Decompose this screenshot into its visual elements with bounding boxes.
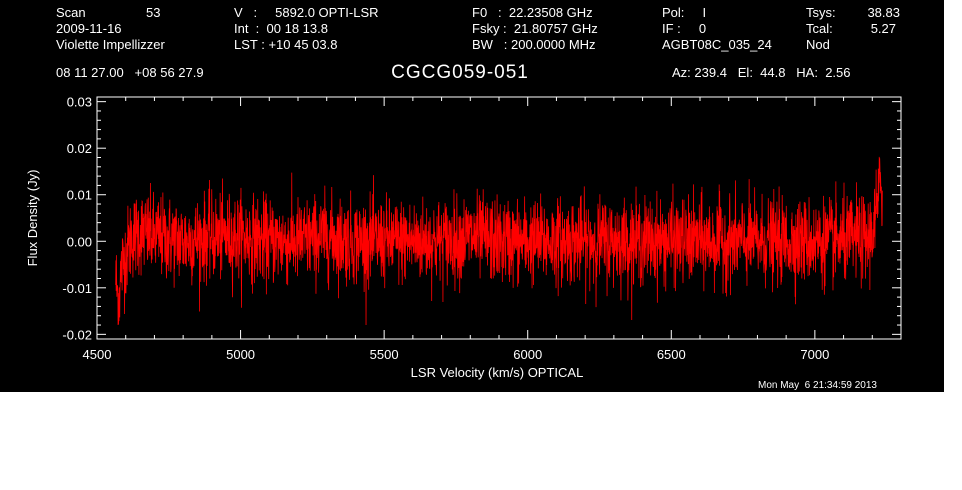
scan-number: 53 — [146, 5, 161, 20]
polarization: Pol: I — [662, 5, 707, 20]
spectrum-line — [115, 156, 883, 326]
az-el-ha: Az: 239.4 El: 44.8 HA: 2.56 — [672, 65, 851, 80]
x-tick-label: 6000 — [513, 347, 542, 362]
chart-axes: 4500 5000 5500 6000 6500 7000 -0.02 -0.01 0.00 0.… — [62, 95, 902, 362]
rest-frequency: F0 : 22.23508 GHz — [472, 5, 593, 20]
tcal-value: 5.27 — [870, 21, 896, 36]
source-title: CGCG059-051 — [391, 62, 529, 83]
y-tick-label: 0.01 — [67, 188, 92, 203]
sky-frequency: Fsky : 21.80757 GHz — [472, 21, 598, 36]
integration-time: Int : 00 18 13.8 — [234, 21, 328, 36]
x-tick-label: 5000 — [226, 347, 255, 362]
observer-name: Violette Impellizzer — [56, 37, 165, 52]
x-tick-label: 6500 — [657, 347, 686, 362]
scan-label: Scan — [56, 5, 86, 20]
lst-value: LST : +10 45 03.8 — [234, 37, 338, 52]
tcal-label: Tcal: — [806, 21, 833, 36]
x-tick-label: 5500 — [370, 347, 399, 362]
y-tick-label: 0.02 — [67, 141, 92, 156]
project-id: AGBT08C_035_24 — [662, 37, 772, 52]
source-coordinates: 08 11 27.00 +08 56 27.9 — [56, 65, 204, 80]
x-tick-label: 4500 — [83, 347, 112, 362]
plot-panel — [0, 0, 944, 392]
spectrum-series — [115, 156, 883, 326]
if-number: IF : 0 — [662, 21, 707, 36]
spectrum-chart: 4500 5000 5500 6000 6500 7000 -0.02 -0.01 0.00 0.… — [25, 95, 902, 380]
y-tick-label: -0.01 — [62, 281, 92, 296]
x-axis-label: LSR Velocity (km/s) OPTICAL — [411, 365, 584, 380]
bandwidth: BW : 200.0000 MHz — [472, 37, 596, 52]
velocity-info: V : 5892.0 OPTI-LSR — [234, 5, 379, 20]
y-tick-label: -0.02 — [62, 327, 92, 342]
y-axis-label: Flux Density (Jy) — [25, 170, 40, 267]
observation-date: 2009-11-16 — [56, 21, 122, 36]
x-tick-label: 7000 — [800, 347, 829, 362]
plot-timestamp: Mon May 6 21:34:59 2013 — [758, 380, 877, 391]
tsys-value: 38.83 — [867, 5, 900, 20]
tsys-label: Tsys: — [806, 5, 836, 20]
y-tick-label: 0.00 — [67, 234, 92, 249]
y-tick-label: 0.03 — [67, 95, 92, 110]
nod-label: Nod — [806, 37, 830, 52]
